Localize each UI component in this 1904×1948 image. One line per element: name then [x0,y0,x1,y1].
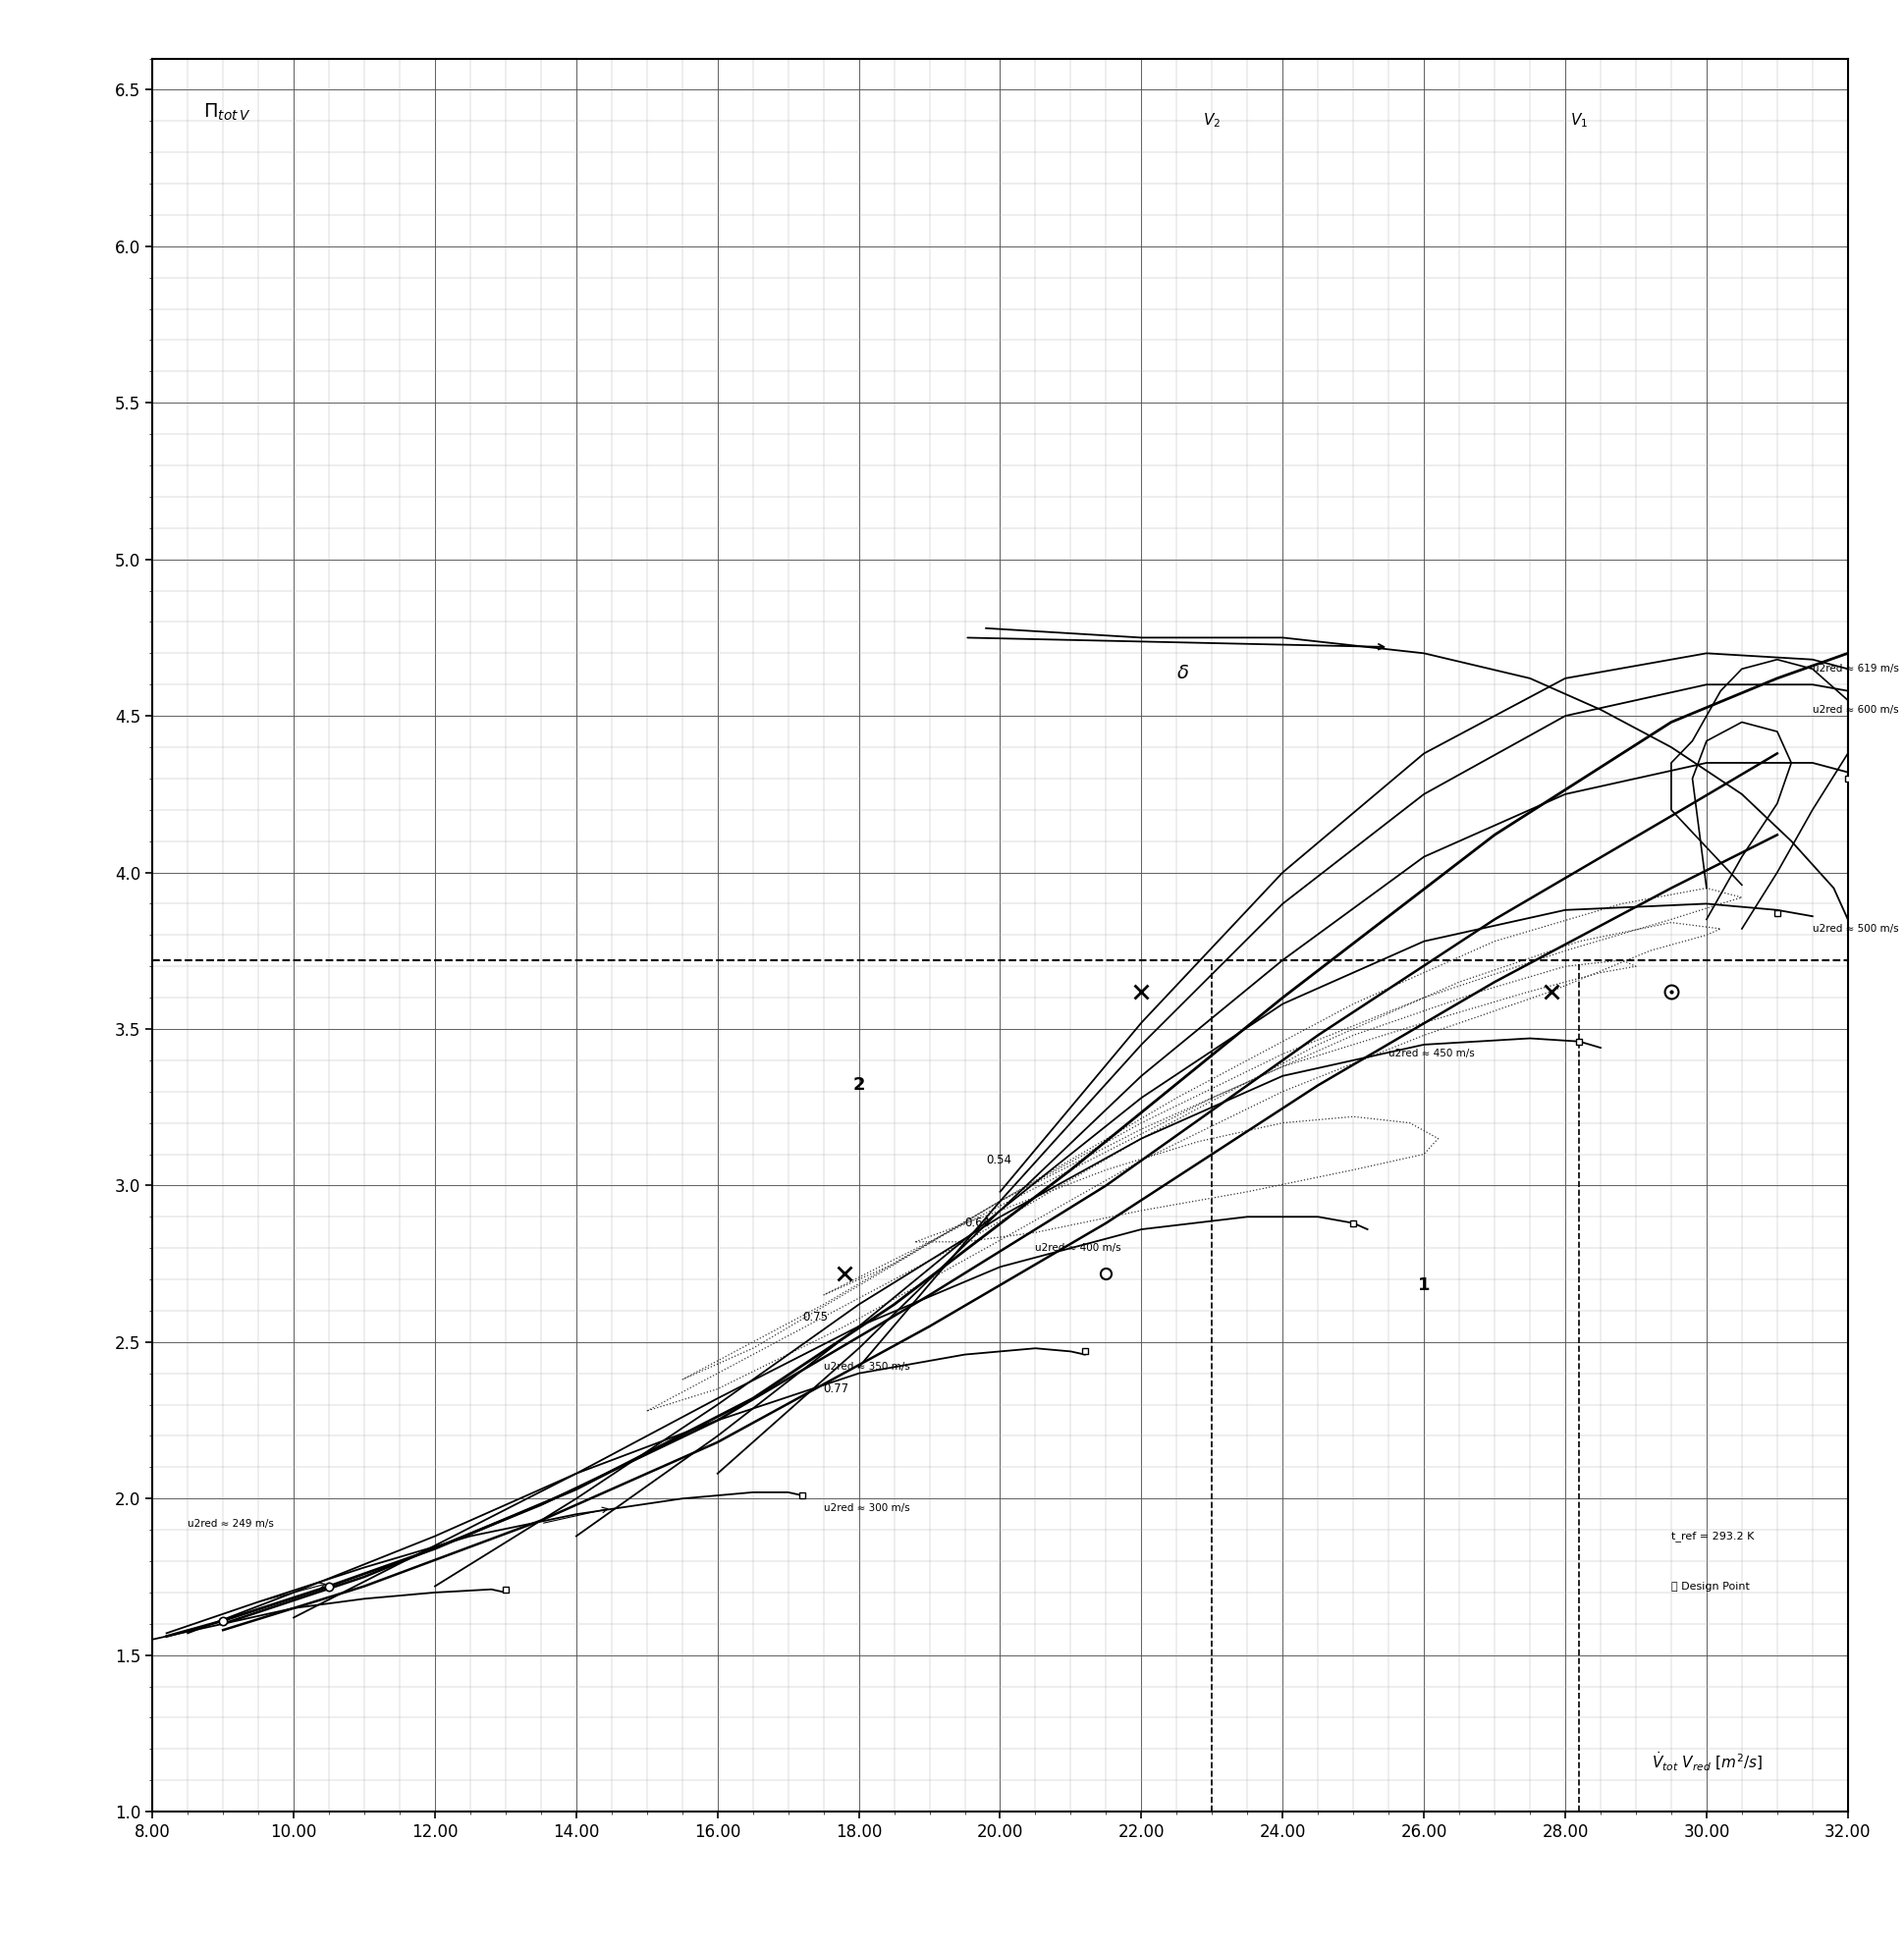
Text: u2red ≈ 619 m/s: u2red ≈ 619 m/s [1811,664,1898,674]
Text: 0.54: 0.54 [986,1153,1011,1167]
Text: t_ref = 293.2 K: t_ref = 293.2 K [1670,1531,1754,1541]
Text: $V_1$: $V_1$ [1569,111,1588,129]
Text: u2red ≈ 500 m/s: u2red ≈ 500 m/s [1811,923,1898,933]
Text: 0.64: 0.64 [963,1218,990,1229]
Text: $\Pi_{tot\,V}$: $\Pi_{tot\,V}$ [204,103,251,123]
Text: $\delta$: $\delta$ [1177,664,1188,682]
Text: Ⓢ Design Point: Ⓢ Design Point [1670,1582,1748,1592]
Text: u2red ≈ 300 m/s: u2red ≈ 300 m/s [823,1504,908,1514]
Text: 0.75: 0.75 [802,1311,828,1323]
Text: 2: 2 [853,1077,864,1095]
Text: u2red ≈ 350 m/s: u2red ≈ 350 m/s [823,1362,910,1371]
Text: u2red ≈ 400 m/s: u2red ≈ 400 m/s [1036,1243,1121,1253]
Text: u2red ≈ 450 m/s: u2red ≈ 450 m/s [1388,1050,1474,1060]
Text: $V_2$: $V_2$ [1203,111,1220,129]
Text: $\dot{V}_{tot}\ V_{red}\ [m^2/s]$: $\dot{V}_{tot}\ V_{red}\ [m^2/s]$ [1651,1749,1761,1773]
Text: u2red ≈ 249 m/s: u2red ≈ 249 m/s [188,1519,274,1529]
Text: 1: 1 [1417,1276,1430,1295]
Text: u2red ≈ 600 m/s: u2red ≈ 600 m/s [1811,705,1898,715]
Text: 0.77: 0.77 [823,1383,849,1395]
